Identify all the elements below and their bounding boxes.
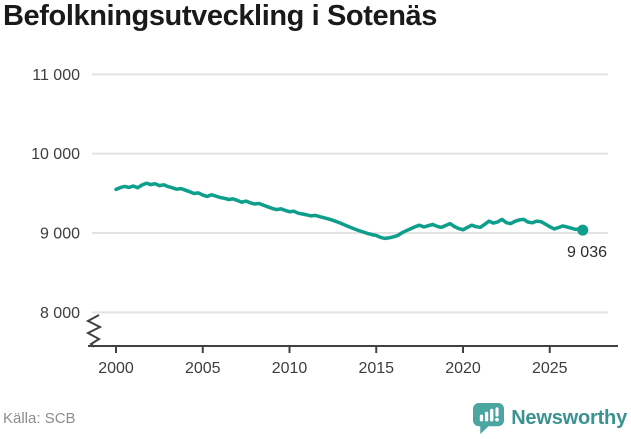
axis-break-icon <box>85 314 103 348</box>
x-tick-label: 2020 <box>445 360 481 377</box>
source-label: Källa: SCB <box>3 410 76 427</box>
chart-footer: Källa: SCB Newsworthy <box>3 403 627 434</box>
end-point-dot <box>577 224 589 236</box>
x-tick-label: 2010 <box>272 360 308 377</box>
y-tick-label: 9 000 <box>40 226 80 243</box>
x-tick-label: 2015 <box>358 360 394 377</box>
newsworthy-logo: Newsworthy <box>473 403 627 434</box>
y-tick-label: 10 000 <box>31 146 80 163</box>
x-tick-label: 2005 <box>185 360 221 377</box>
y-tick-label: 8 000 <box>40 305 80 322</box>
newsworthy-wordmark: Newsworthy <box>511 407 627 429</box>
population-line <box>114 181 585 241</box>
y-tick-label: 11 000 <box>32 67 80 84</box>
x-tick-label: 2025 <box>532 360 568 377</box>
bar-chart-speech-bubble-icon <box>473 403 505 434</box>
end-value-label: 9 036 <box>567 244 607 261</box>
x-tick-label: 2000 <box>98 360 134 377</box>
page-title: Befolkningsutveckling i Sotenäs <box>3 0 437 32</box>
